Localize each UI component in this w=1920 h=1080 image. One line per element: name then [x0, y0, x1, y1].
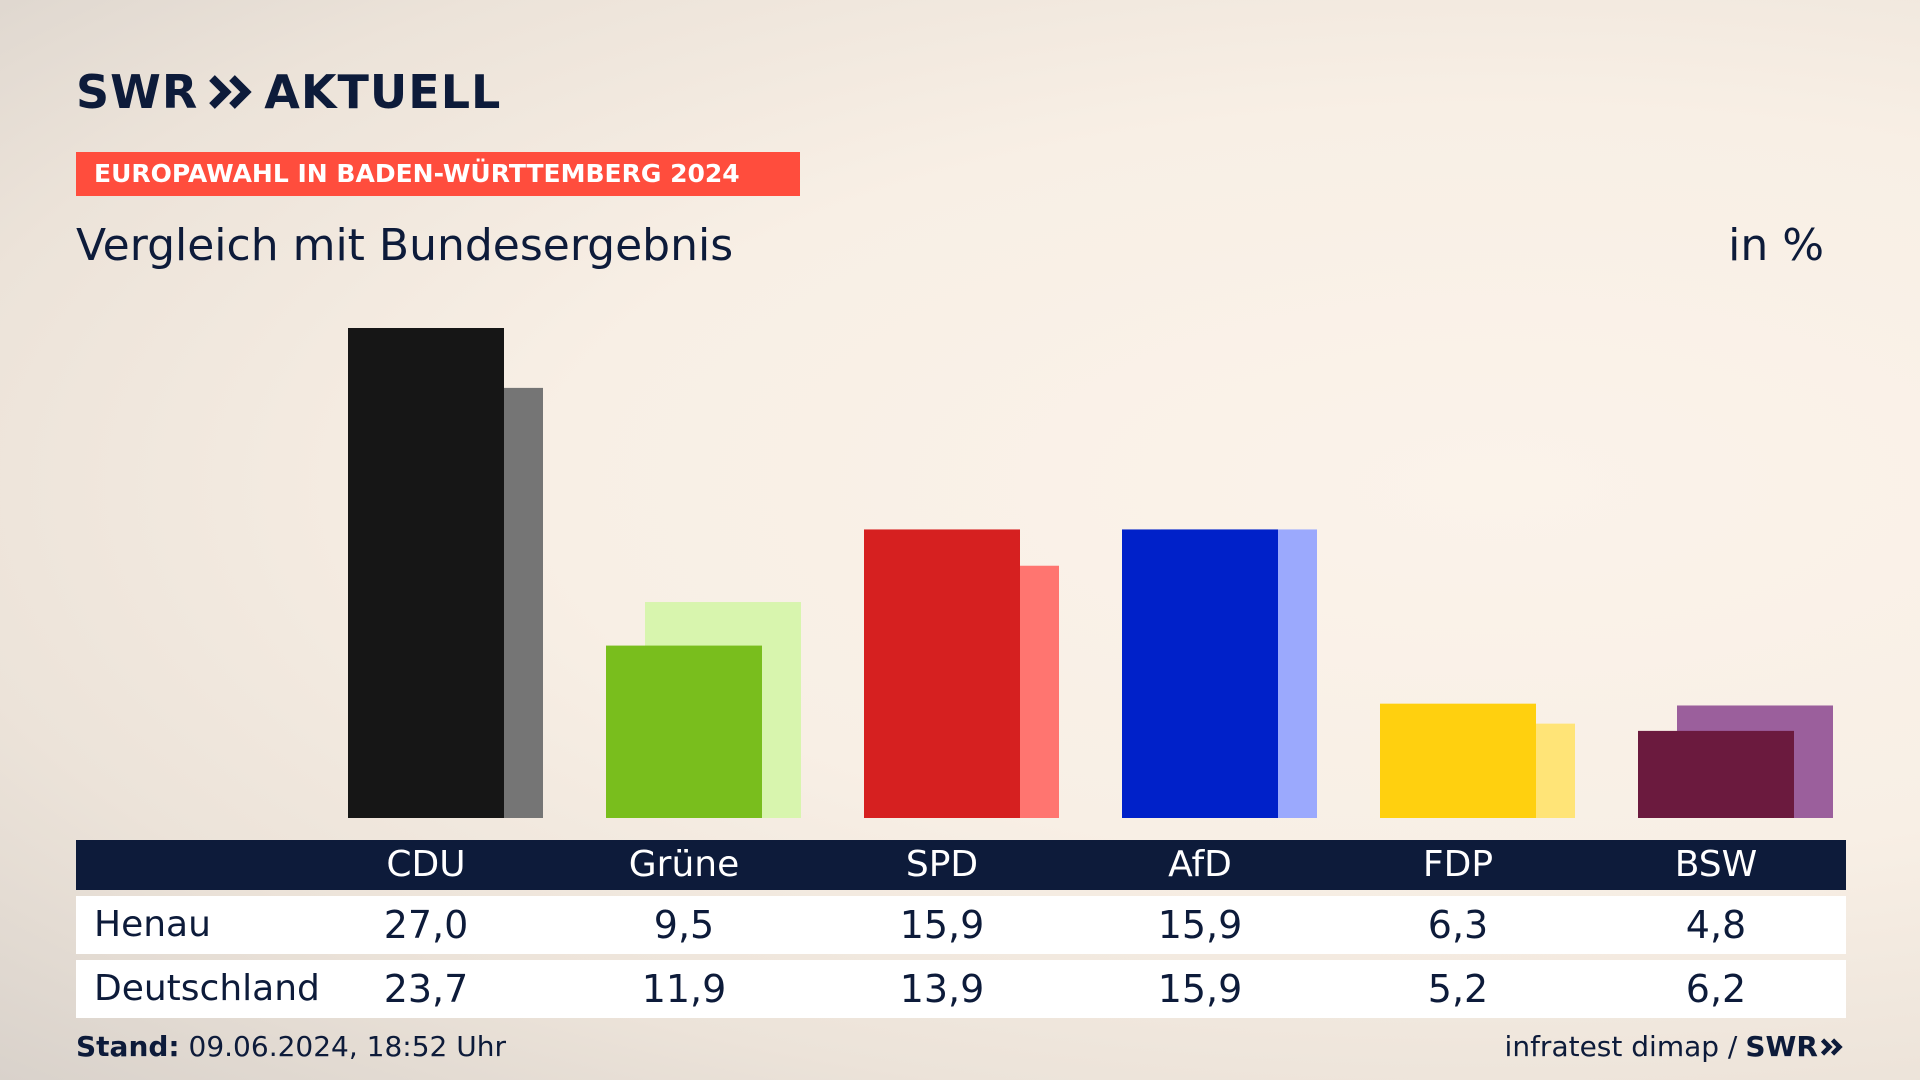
value-deutschland-fdp: 5,2 — [1427, 967, 1489, 1011]
value-henau-cdu: 27,0 — [383, 903, 469, 947]
swr-aktuell-logo: SWR AKTUELL — [76, 65, 502, 119]
results-table: CDU Grüne SPD AfD FDP BSW Henau 27,0 9,5 15,9 15,… — [76, 840, 1846, 1018]
bar-henau-gr-ne — [606, 645, 762, 818]
source-brand: SWR — [1745, 1030, 1844, 1063]
logo-swr-text: SWR — [76, 65, 199, 119]
party-label-afd: AfD — [1168, 844, 1232, 885]
source-brand-text: SWR — [1745, 1030, 1818, 1063]
party-label-fdp: FDP — [1422, 844, 1494, 885]
source-text: infratest dimap / — [1504, 1030, 1738, 1063]
chart-subtitle: Vergleich mit Bundesergebnis — [76, 220, 734, 271]
table-header: CDU Grüne SPD AfD FDP BSW — [76, 840, 1846, 890]
source: infratest dimap / SWR — [1505, 1030, 1844, 1063]
double-chevron-icon — [1820, 1037, 1843, 1056]
unit-label: in % — [1728, 220, 1824, 271]
party-label-spd: SPD — [905, 844, 979, 885]
logo-aktuell-text: AKTUELL — [264, 65, 502, 119]
stand-value: 09.06.2024, 18:52 Uhr — [188, 1030, 506, 1063]
bar-henau-bsw — [1638, 730, 1794, 818]
party-label-gr-ne: Grüne — [628, 844, 740, 885]
timestamp: Stand: 09.06.2024, 18:52 Uhr — [76, 1030, 506, 1063]
value-deutschland-cdu: 23,7 — [383, 967, 469, 1011]
party-label-cdu: CDU — [386, 844, 466, 885]
row-label-deutschland: Deutschland — [94, 968, 320, 1009]
double-chevron-icon — [209, 75, 252, 109]
bar-henau-cdu — [348, 328, 504, 818]
value-deutschland-gr-ne: 11,9 — [641, 967, 727, 1011]
bar-henau-fdp — [1380, 703, 1536, 818]
party-label-bsw: BSW — [1674, 844, 1758, 885]
value-henau-bsw: 4,8 — [1685, 903, 1747, 947]
value-henau-spd: 15,9 — [899, 903, 985, 947]
value-henau-fdp: 6,3 — [1427, 903, 1489, 947]
value-deutschland-bsw: 6,2 — [1685, 967, 1747, 1011]
bar-henau-spd — [864, 529, 1020, 818]
row-label-henau: Henau — [94, 904, 211, 945]
value-henau-afd: 15,9 — [1157, 903, 1243, 947]
bar-henau-afd — [1122, 529, 1278, 818]
value-deutschland-spd: 13,9 — [899, 967, 985, 1011]
election-tag: EUROPAWAHL IN BADEN-WÜRTTEMBERG 2024 — [76, 152, 800, 196]
table-row-deutschland: Deutschland 23,7 11,9 13,9 15,9 5,2 6,2 — [76, 960, 1846, 1018]
stand-label: Stand: — [76, 1030, 180, 1063]
table-row-henau: Henau 27,0 9,5 15,9 15,9 6,3 4,8 — [76, 896, 1846, 954]
value-deutschland-afd: 15,9 — [1157, 967, 1243, 1011]
value-henau-gr-ne: 9,5 — [653, 903, 715, 947]
